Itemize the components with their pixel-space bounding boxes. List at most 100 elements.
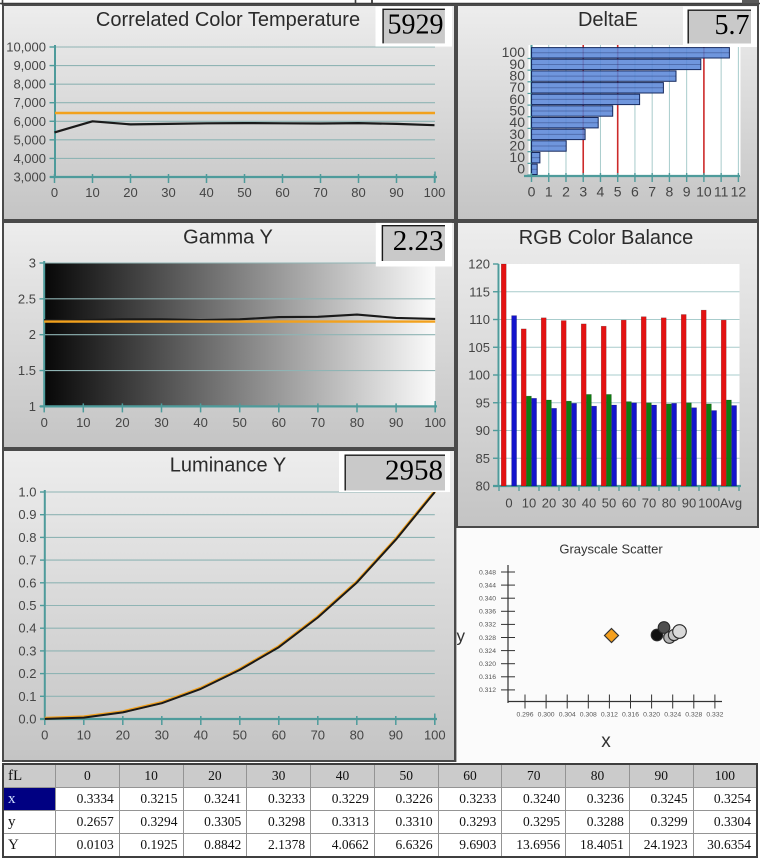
- svg-text:0.0: 0.0: [18, 712, 36, 727]
- svg-text:50: 50: [237, 185, 251, 200]
- svg-text:40: 40: [509, 114, 525, 130]
- svg-text:10: 10: [509, 149, 525, 165]
- svg-text:6: 6: [631, 184, 639, 200]
- svg-text:20: 20: [542, 496, 556, 511]
- svg-text:3: 3: [579, 184, 587, 200]
- svg-text:60: 60: [275, 185, 289, 200]
- svg-text:5929: 5929: [388, 10, 444, 41]
- svg-text:DeltaE: DeltaE: [578, 9, 638, 31]
- svg-text:110: 110: [469, 312, 490, 327]
- svg-text:115: 115: [469, 284, 490, 299]
- svg-text:0.316: 0.316: [622, 712, 639, 719]
- svg-text:0: 0: [41, 415, 48, 430]
- svg-text:70: 70: [313, 185, 327, 200]
- svg-text:4,000: 4,000: [13, 151, 46, 166]
- svg-text:85: 85: [476, 451, 490, 466]
- svg-text:1: 1: [29, 399, 36, 414]
- svg-text:0.2: 0.2: [18, 666, 36, 681]
- svg-text:90: 90: [682, 496, 696, 511]
- svg-text:8: 8: [666, 184, 674, 200]
- svg-text:20: 20: [116, 728, 130, 743]
- svg-text:0.5: 0.5: [18, 598, 36, 613]
- svg-text:3,000: 3,000: [13, 169, 46, 184]
- svg-text:0.9: 0.9: [18, 507, 36, 522]
- svg-text:Luminance Y: Luminance Y: [170, 455, 286, 477]
- svg-text:100: 100: [502, 44, 526, 60]
- svg-text:10: 10: [696, 184, 712, 200]
- svg-text:0.1: 0.1: [18, 689, 36, 704]
- svg-text:70: 70: [311, 415, 325, 430]
- svg-text:0.328: 0.328: [479, 635, 496, 642]
- svg-text:0.344: 0.344: [479, 582, 496, 589]
- svg-text:2958: 2958: [385, 455, 443, 487]
- svg-text:30: 30: [562, 496, 576, 511]
- svg-text:80: 80: [476, 479, 490, 494]
- svg-text:5.7: 5.7: [715, 10, 750, 41]
- svg-text:90: 90: [509, 56, 525, 72]
- svg-text:20: 20: [115, 415, 129, 430]
- svg-text:60: 60: [509, 91, 525, 107]
- svg-text:0.308: 0.308: [580, 712, 597, 719]
- svg-text:60: 60: [272, 415, 286, 430]
- svg-text:7: 7: [648, 184, 656, 200]
- svg-text:6,000: 6,000: [13, 114, 46, 129]
- svg-text:60: 60: [272, 728, 286, 743]
- svg-text:0.4: 0.4: [18, 621, 36, 636]
- svg-text:0: 0: [51, 185, 58, 200]
- svg-text:0.300: 0.300: [538, 712, 555, 719]
- svg-text:90: 90: [389, 185, 403, 200]
- svg-text:80: 80: [350, 415, 364, 430]
- svg-text:80: 80: [509, 68, 525, 84]
- svg-text:80: 80: [662, 496, 676, 511]
- svg-text:70: 70: [311, 728, 325, 743]
- svg-text:11: 11: [714, 184, 729, 200]
- svg-text:0.6: 0.6: [18, 575, 36, 590]
- svg-text:0: 0: [505, 496, 512, 511]
- svg-text:0.8: 0.8: [18, 530, 36, 545]
- svg-text:0.3: 0.3: [18, 643, 36, 658]
- svg-text:10,000: 10,000: [6, 40, 46, 55]
- svg-text:20: 20: [509, 137, 525, 153]
- svg-text:0.328: 0.328: [685, 712, 702, 719]
- svg-text:7,000: 7,000: [13, 95, 46, 110]
- svg-text:0.324: 0.324: [664, 712, 681, 719]
- svg-text:Grayscale Scatter: Grayscale Scatter: [559, 542, 663, 557]
- svg-text:5,000: 5,000: [13, 132, 46, 147]
- svg-text:80: 80: [351, 185, 365, 200]
- svg-text:80: 80: [350, 728, 364, 743]
- svg-text:8,000: 8,000: [13, 77, 46, 92]
- svg-text:70: 70: [509, 79, 525, 95]
- svg-text:9: 9: [683, 184, 691, 200]
- svg-text:0.340: 0.340: [479, 596, 496, 603]
- svg-text:90: 90: [389, 728, 403, 743]
- svg-text:40: 40: [194, 728, 208, 743]
- svg-text:0.312: 0.312: [479, 687, 496, 694]
- svg-text:5: 5: [614, 184, 622, 200]
- svg-text:0: 0: [528, 184, 536, 200]
- svg-text:30: 30: [155, 728, 169, 743]
- svg-text:0: 0: [517, 161, 525, 177]
- svg-text:50: 50: [233, 728, 247, 743]
- svg-text:1: 1: [545, 184, 553, 200]
- svg-text:50: 50: [509, 102, 525, 118]
- svg-text:10: 10: [76, 415, 90, 430]
- svg-text:9,000: 9,000: [13, 58, 46, 73]
- svg-text:0.348: 0.348: [479, 569, 496, 576]
- svg-text:Correlated Color Temperature: Correlated Color Temperature: [96, 9, 360, 31]
- svg-text:30: 30: [154, 415, 168, 430]
- svg-text:10: 10: [522, 496, 536, 511]
- svg-text:0.296: 0.296: [516, 712, 533, 719]
- svg-text:90: 90: [389, 415, 403, 430]
- svg-text:Avg: Avg: [720, 496, 742, 511]
- svg-text:40: 40: [199, 185, 213, 200]
- svg-text:0.7: 0.7: [18, 553, 36, 568]
- svg-text:30: 30: [161, 185, 175, 200]
- svg-text:10: 10: [85, 185, 99, 200]
- svg-text:40: 40: [582, 496, 596, 511]
- svg-text:RGB Color Balance: RGB Color Balance: [519, 227, 694, 249]
- svg-text:30: 30: [509, 126, 525, 142]
- svg-text:95: 95: [476, 395, 490, 410]
- svg-text:2: 2: [29, 327, 36, 342]
- svg-text:Gamma Y: Gamma Y: [183, 227, 273, 249]
- svg-text:0.304: 0.304: [559, 712, 576, 719]
